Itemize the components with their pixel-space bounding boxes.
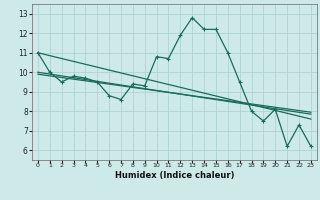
X-axis label: Humidex (Indice chaleur): Humidex (Indice chaleur) [115,171,234,180]
